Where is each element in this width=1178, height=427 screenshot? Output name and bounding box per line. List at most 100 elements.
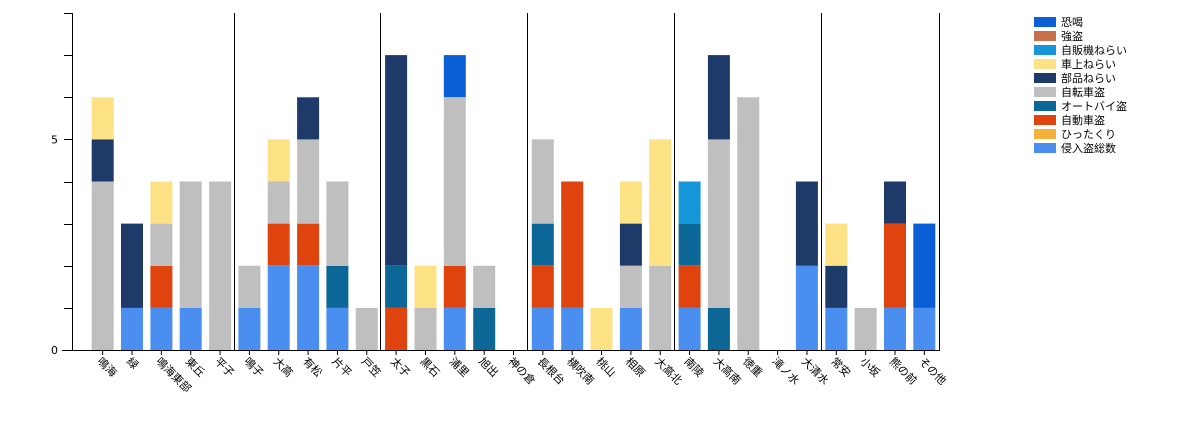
bar-segment (473, 265, 496, 308)
legend-label: 強盗 (1061, 30, 1083, 43)
bar-segment (150, 223, 173, 266)
x-tick-label: 大高 (271, 354, 296, 379)
x-tick-label: 桃山 (593, 354, 618, 379)
bar-segment (561, 307, 584, 350)
bar-segment (884, 181, 906, 224)
bar-segment (795, 181, 818, 266)
legend-item: 恐喝 (1034, 15, 1127, 29)
bar-segment (385, 55, 408, 266)
x-tick-label: 大高南 (711, 354, 744, 387)
bar-segment (326, 307, 349, 350)
bar-segment (678, 307, 701, 350)
bar-segment (414, 307, 437, 350)
bar-segment (531, 139, 554, 224)
bar-segment (238, 307, 261, 350)
bar-segment (707, 307, 730, 350)
bar-segment (913, 307, 936, 350)
legend-item: 車上ねらい (1034, 57, 1127, 71)
x-tick-label: 横吹南 (564, 354, 597, 387)
bar-segment (590, 307, 613, 350)
bar-segment (825, 307, 848, 350)
bar-segment (619, 223, 642, 266)
bar-segment (678, 181, 701, 224)
bar-segment (678, 265, 701, 308)
x-tick-label: 戸笠 (359, 354, 384, 379)
bar-segment (91, 181, 114, 350)
bar-segment (443, 55, 466, 98)
bar-segment (121, 223, 143, 308)
x-tick-label: 太子 (388, 355, 413, 380)
bar-segment (443, 307, 466, 350)
bar-segment (297, 265, 320, 351)
bar-segment (531, 307, 554, 350)
bar-segment (121, 307, 143, 350)
bar-segment (531, 265, 554, 308)
x-tick-label: 大高北 (652, 354, 685, 387)
bar-segment (238, 265, 261, 308)
bar-segment (884, 223, 906, 308)
bar-segment (267, 181, 290, 224)
legend-swatch (1034, 129, 1056, 139)
bar-segment (150, 181, 173, 224)
bar-segment (297, 139, 320, 224)
chart-legend: 恐喝 強盗 自販機ねらい 車上ねらい 部品ねらい 自転車盗 オートバイ盗 自動車盗 ひったくり侵… (1034, 15, 1127, 155)
bar-segment (854, 307, 877, 350)
legend-item: 自転車盗 (1034, 85, 1127, 99)
bar-segment (414, 265, 437, 308)
x-tick-label: 徳重 (740, 354, 765, 379)
bar-segment (649, 139, 672, 266)
bar-segment (209, 181, 232, 350)
legend-label: オートバイ盗 (1061, 100, 1127, 113)
legend-label: ひったくり (1061, 128, 1116, 141)
x-tick-label: 黒石 (417, 355, 442, 380)
legend-swatch (1034, 115, 1056, 125)
bar-segment (297, 223, 320, 266)
bar-segment (267, 223, 290, 266)
x-tick-label: 常安 (828, 354, 853, 379)
bar-segment (649, 265, 672, 351)
bar-segment (385, 265, 408, 308)
legend-item: オートバイ盗 (1034, 99, 1127, 113)
x-tick-label: 長根台 (535, 354, 568, 387)
bar-segment (443, 97, 466, 266)
x-tick-label: 片平 (329, 355, 354, 380)
bar-segment (326, 265, 349, 308)
bar-segment (825, 223, 848, 266)
x-tick-label: 熊の前 (887, 354, 920, 387)
bar-segment (267, 139, 290, 182)
legend-swatch (1034, 101, 1056, 111)
x-tick-label: 鳴子 (241, 354, 266, 379)
legend-item: 侵入盗総数 (1034, 141, 1127, 155)
legend-swatch (1034, 87, 1056, 97)
bar-segment (531, 223, 554, 266)
bar-segment (267, 265, 290, 351)
bar-segment (913, 223, 936, 308)
x-tick-label: 旭出 (476, 354, 501, 379)
bar-segment (473, 307, 496, 350)
bar-segment (884, 307, 906, 350)
legend-item: 部品ねらい (1034, 71, 1127, 85)
x-tick-label: 神の倉 (505, 354, 538, 387)
x-tick-label: 大清水 (799, 354, 832, 387)
bar-segment (795, 265, 818, 351)
bar-segment (150, 307, 173, 350)
legend-label: 自販機ねらい (1061, 44, 1127, 57)
bar-segment (561, 181, 584, 308)
bar-segment (825, 265, 848, 308)
x-tick-label: 滝ノ水 (769, 355, 802, 388)
bar-segment (619, 181, 642, 224)
legend-swatch (1034, 59, 1056, 69)
bar-segment (91, 139, 114, 182)
bar-segment (326, 181, 349, 266)
bar-segment (179, 181, 202, 308)
legend-label: 部品ねらい (1061, 72, 1116, 85)
legend-item: 自動車盗 (1034, 113, 1127, 127)
legend-label: 侵入盗総数 (1061, 142, 1116, 155)
bar-segment (737, 97, 760, 351)
bar-segment (355, 307, 378, 350)
x-tick-label: 小坂 (858, 355, 883, 380)
x-tick-label: 平子 (212, 355, 237, 380)
y-tick-label: 5 (51, 133, 58, 146)
bar-segment (678, 223, 701, 266)
x-tick-label: 南陵 (681, 355, 706, 380)
